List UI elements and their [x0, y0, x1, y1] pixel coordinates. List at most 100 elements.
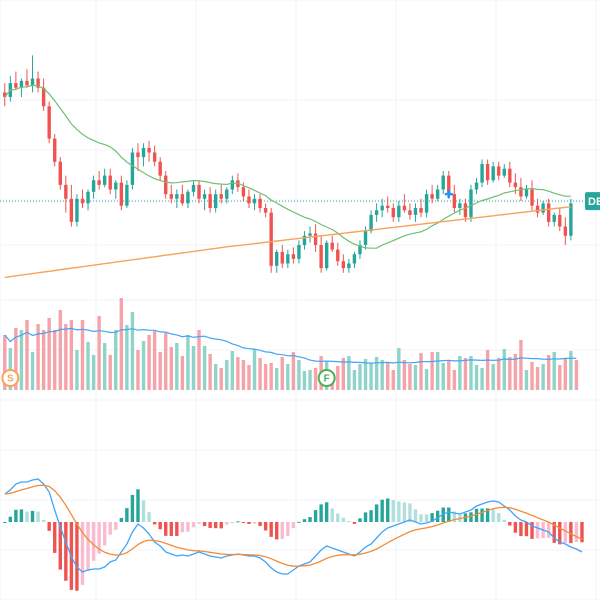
volume-bar[interactable] — [519, 340, 523, 390]
volume-bar[interactable] — [8, 348, 13, 390]
volume-bar[interactable] — [158, 352, 162, 390]
candle[interactable] — [502, 164, 506, 178]
candle[interactable] — [497, 161, 501, 181]
candle[interactable] — [430, 184, 434, 204]
volume-bar[interactable] — [313, 368, 318, 390]
candle[interactable] — [136, 143, 140, 171]
volume-bar[interactable] — [447, 360, 451, 390]
candle[interactable] — [263, 203, 268, 218]
volume-bar[interactable] — [563, 359, 568, 390]
candle[interactable] — [402, 194, 407, 213]
candle[interactable] — [330, 235, 334, 252]
candle[interactable] — [452, 184, 457, 213]
volume-bar[interactable] — [458, 356, 462, 390]
volume-bar[interactable] — [408, 364, 412, 390]
volume-bar[interactable] — [386, 362, 390, 390]
candle[interactable] — [319, 235, 323, 273]
candle[interactable] — [97, 171, 101, 190]
candle[interactable] — [164, 171, 168, 199]
candle[interactable] — [463, 198, 468, 222]
candle[interactable] — [469, 184, 473, 222]
candle[interactable] — [213, 189, 218, 213]
volume-bar[interactable] — [491, 364, 495, 390]
volume-bar[interactable] — [258, 358, 262, 390]
volume-bar[interactable] — [102, 343, 107, 390]
candle[interactable] — [380, 198, 384, 218]
candle[interactable] — [352, 251, 357, 269]
candle[interactable] — [25, 69, 29, 88]
volume-bar[interactable] — [247, 365, 251, 390]
volume-bar[interactable] — [175, 343, 179, 390]
volume-bar[interactable] — [225, 360, 229, 390]
candle[interactable] — [391, 203, 395, 222]
signal-marker[interactable]: S — [1, 369, 20, 387]
candle[interactable] — [202, 189, 207, 211]
candle[interactable] — [147, 140, 151, 162]
volume-bar[interactable] — [136, 350, 140, 390]
volume-bar[interactable] — [219, 368, 223, 390]
volume-bar[interactable] — [535, 367, 540, 390]
volume-bar[interactable] — [530, 362, 534, 390]
volume-bar[interactable] — [125, 325, 129, 390]
volume-bar[interactable] — [574, 360, 579, 390]
volume-bar[interactable] — [452, 370, 457, 390]
volume-bar[interactable] — [36, 324, 40, 390]
candle[interactable] — [247, 189, 251, 209]
candle[interactable] — [535, 198, 540, 218]
candle[interactable] — [297, 240, 301, 264]
volume-bar[interactable] — [47, 318, 51, 390]
candle[interactable] — [308, 226, 312, 243]
volume-bar[interactable] — [180, 356, 185, 390]
volume-bar[interactable] — [358, 364, 362, 390]
candle[interactable] — [41, 78, 46, 111]
candle[interactable] — [86, 189, 90, 211]
volume-bar[interactable] — [186, 335, 190, 390]
volume-bar[interactable] — [474, 365, 479, 390]
volume-bar[interactable] — [64, 324, 68, 390]
volume-bar[interactable] — [380, 360, 384, 390]
volume-bar[interactable] — [80, 320, 85, 390]
volume-bar[interactable] — [75, 350, 79, 390]
volume-bar[interactable] — [252, 349, 257, 390]
volume-bar[interactable] — [508, 357, 512, 390]
volume-bar[interactable] — [513, 354, 518, 390]
candle[interactable] — [3, 83, 7, 107]
volume-bar[interactable] — [169, 347, 173, 390]
volume-bar[interactable] — [53, 330, 57, 390]
candle[interactable] — [119, 175, 124, 211]
candle[interactable] — [158, 157, 162, 181]
volume-bar[interactable] — [108, 355, 112, 390]
volume-bar[interactable] — [347, 356, 351, 390]
volume-bar[interactable] — [208, 354, 212, 390]
candle[interactable] — [175, 189, 179, 209]
candle[interactable] — [130, 147, 135, 190]
volume-series[interactable] — [3, 298, 579, 390]
candle[interactable] — [286, 249, 290, 269]
candlestick-series[interactable] — [3, 55, 573, 273]
candle[interactable] — [114, 180, 118, 199]
volume-bar[interactable] — [19, 330, 24, 390]
volume-bar[interactable] — [269, 363, 273, 390]
volume-bar[interactable] — [236, 357, 240, 390]
volume-bar[interactable] — [402, 360, 407, 390]
volume-bar[interactable] — [130, 312, 135, 390]
candle[interactable] — [230, 175, 235, 195]
volume-bar[interactable] — [352, 370, 357, 390]
candle[interactable] — [208, 187, 212, 213]
volume-bar[interactable] — [197, 330, 201, 390]
candle[interactable] — [347, 258, 351, 273]
candle[interactable] — [219, 184, 223, 204]
candle[interactable] — [8, 76, 13, 102]
candle[interactable] — [441, 171, 445, 195]
candle[interactable] — [269, 208, 273, 273]
candle[interactable] — [225, 187, 229, 204]
candle[interactable] — [180, 184, 185, 206]
volume-bar[interactable] — [424, 369, 429, 390]
candle[interactable] — [64, 175, 68, 213]
volume-bar[interactable] — [263, 364, 268, 390]
volume-bar[interactable] — [230, 351, 235, 390]
candle[interactable] — [397, 201, 401, 222]
volume-bar[interactable] — [463, 358, 468, 390]
candle[interactable] — [558, 208, 562, 232]
